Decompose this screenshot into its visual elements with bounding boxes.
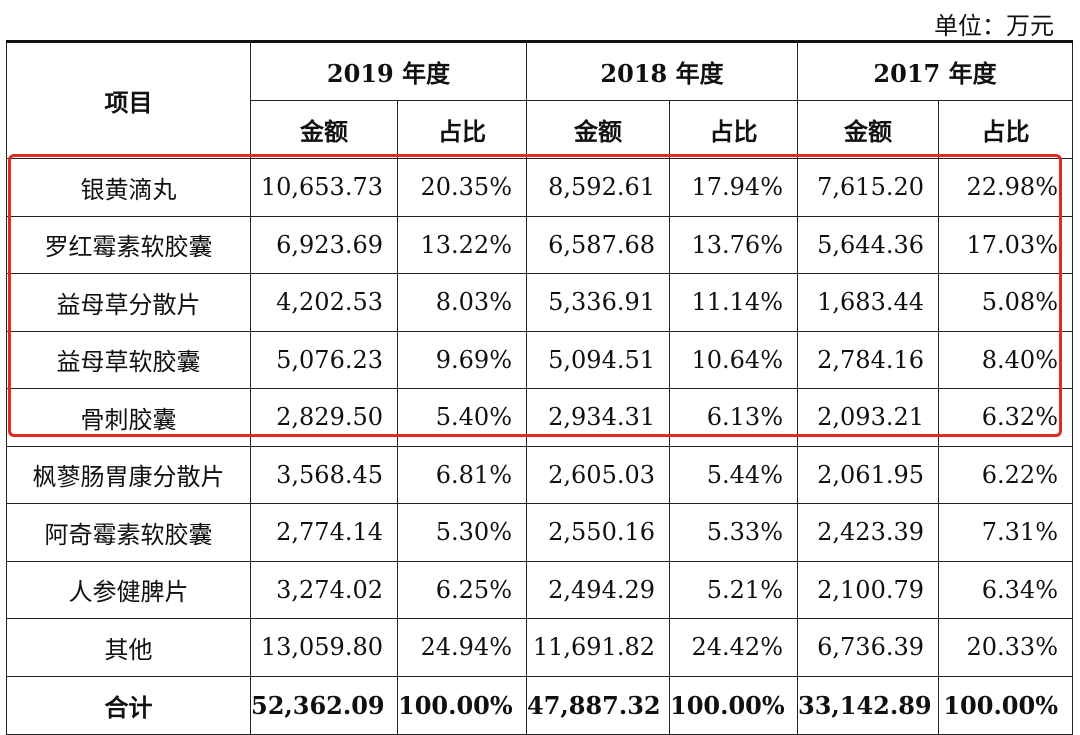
header-amount: 金额	[250, 100, 398, 159]
table-cell: 2,934.31	[526, 388, 670, 447]
total-cell: 47,887.32	[526, 675, 670, 735]
product-name: 人参健脾片	[6, 560, 251, 619]
table-cell: 5,336.91	[526, 273, 670, 332]
total-cell: 33,142.89	[797, 675, 939, 735]
header-year-2017: 2017 年度	[797, 40, 1073, 101]
table-cell: 6,587.68	[526, 215, 670, 274]
header-item: 项目	[6, 40, 251, 159]
product-name: 骨刺胶囊	[6, 388, 251, 447]
table-cell: 6.13%	[669, 388, 798, 447]
table-cell: 2,784.16	[797, 330, 939, 389]
table-cell: 5.44%	[669, 445, 798, 504]
table-cell: 2,093.21	[797, 388, 939, 447]
table-cell: 7.31%	[938, 503, 1073, 562]
table-cell: 8.40%	[938, 330, 1073, 389]
table-cell: 6.34%	[938, 560, 1073, 619]
table-cell: 6,736.39	[797, 618, 939, 677]
table-cell: 5,644.36	[797, 215, 939, 274]
table-row: 骨刺胶囊 2,829.50 5.40% 2,934.31 6.13% 2,093.21 6.…	[6, 388, 1073, 447]
table-cell: 2,605.03	[526, 445, 670, 504]
table-cell: 22.98%	[938, 158, 1073, 217]
table-cell: 9.69%	[397, 330, 527, 389]
table-cell: 5.40%	[397, 388, 527, 447]
table-cell: 17.94%	[669, 158, 798, 217]
product-name: 银黄滴丸	[6, 158, 251, 217]
header-year-2019: 2019 年度	[250, 40, 527, 101]
product-name: 枫蓼肠胃康分散片	[6, 445, 251, 504]
table-cell: 5.33%	[669, 503, 798, 562]
table-cell: 6.25%	[397, 560, 527, 619]
table-cell: 10,653.73	[250, 158, 398, 217]
table-cell: 24.42%	[669, 618, 798, 677]
product-name: 其他	[6, 618, 251, 677]
table-cell: 3,274.02	[250, 560, 398, 619]
table-cell: 4,202.53	[250, 273, 398, 332]
table-cell: 10.64%	[669, 330, 798, 389]
table-cell: 13,059.80	[250, 618, 398, 677]
table-row: 罗红霉素软胶囊 6,923.69 13.22% 6,587.68 13.76% 5,644…	[6, 215, 1073, 274]
table-cell: 11,691.82	[526, 618, 670, 677]
total-label: 合计	[6, 675, 251, 735]
table-cell: 8.03%	[397, 273, 527, 332]
header-amount: 金额	[797, 100, 939, 159]
header-ratio: 占比	[669, 100, 798, 159]
table-cell: 2,061.95	[797, 445, 939, 504]
total-cell: 100.00%	[669, 675, 798, 735]
table-cell: 11.14%	[669, 273, 798, 332]
header-year-2018: 2018 年度	[526, 40, 798, 101]
table-cell: 6.32%	[938, 388, 1073, 447]
total-cell: 100.00%	[938, 675, 1073, 735]
table-cell: 5.08%	[938, 273, 1073, 332]
table-cell: 6.81%	[397, 445, 527, 504]
header-amount: 金额	[526, 100, 670, 159]
table-row: 其他 13,059.80 24.94% 11,691.82 24.42% 6,736.39…	[6, 618, 1073, 677]
table-cell: 24.94%	[397, 618, 527, 677]
table-cell: 5.30%	[397, 503, 527, 562]
table-cell: 20.35%	[397, 158, 527, 217]
table-cell: 1,683.44	[797, 273, 939, 332]
total-cell: 100.00%	[397, 675, 527, 735]
table-cell: 7,615.20	[797, 158, 939, 217]
table-cell: 2,774.14	[250, 503, 398, 562]
table-cell: 8,592.61	[526, 158, 670, 217]
table-cell: 2,494.29	[526, 560, 670, 619]
header-ratio: 占比	[938, 100, 1073, 159]
table-row: 益母草软胶囊 5,076.23 9.69% 5,094.51 10.64% 2,784.1…	[6, 330, 1073, 389]
table-cell: 20.33%	[938, 618, 1073, 677]
table-row: 益母草分散片 4,202.53 8.03% 5,336.91 11.14% 1,683.4…	[6, 273, 1073, 332]
table-cell: 5.21%	[669, 560, 798, 619]
table-cell: 6,923.69	[250, 215, 398, 274]
table-cell: 2,550.16	[526, 503, 670, 562]
table-cell: 13.22%	[397, 215, 527, 274]
product-name: 阿奇霉素软胶囊	[6, 503, 251, 562]
product-name: 益母草分散片	[6, 273, 251, 332]
table-cell: 5,094.51	[526, 330, 670, 389]
table-cell: 17.03%	[938, 215, 1073, 274]
revenue-table: 项目 2019 年度 2018 年度 2017 年度 金额 占比 金额 占比 金…	[6, 40, 1073, 735]
table-cell: 13.76%	[669, 215, 798, 274]
table-cell: 6.22%	[938, 445, 1073, 504]
table-row: 银黄滴丸 10,653.73 20.35% 8,592.61 17.94% 7,615.2…	[6, 158, 1073, 217]
table-cell: 3,568.45	[250, 445, 398, 504]
unit-label: 单位：万元	[934, 12, 1054, 40]
product-name: 罗红霉素软胶囊	[6, 215, 251, 274]
product-name: 益母草软胶囊	[6, 330, 251, 389]
table-cell: 2,100.79	[797, 560, 939, 619]
header-ratio: 占比	[397, 100, 527, 159]
table-row: 枫蓼肠胃康分散片 3,568.45 6.81% 2,605.03 5.44% 2,061.…	[6, 445, 1073, 504]
total-cell: 52,362.09	[250, 675, 398, 735]
table-cell: 2,423.39	[797, 503, 939, 562]
table-row: 人参健脾片 3,274.02 6.25% 2,494.29 5.21% 2,100.79 6…	[6, 560, 1073, 619]
table-cell: 5,076.23	[250, 330, 398, 389]
table-cell: 2,829.50	[250, 388, 398, 447]
table-row: 阿奇霉素软胶囊 2,774.14 5.30% 2,550.16 5.33% 2,423.3…	[6, 503, 1073, 562]
